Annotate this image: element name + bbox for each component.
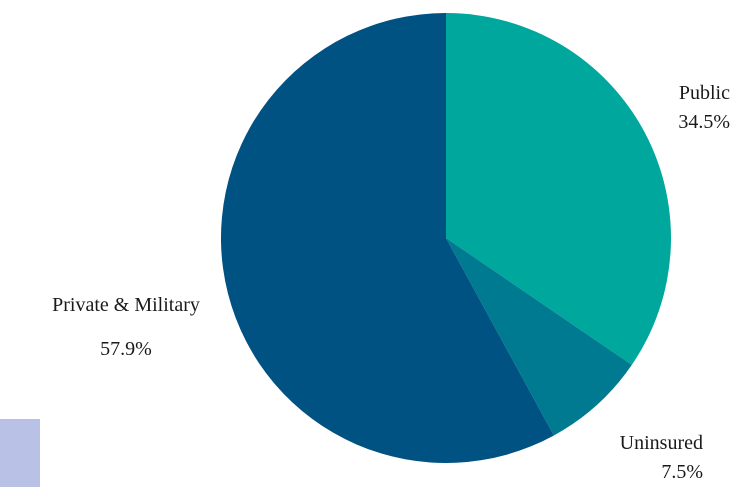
slice-label-public: Public	[679, 82, 730, 104]
pie-labels: Public 34.5% Uninsured 7.5% Private & Mi…	[52, 82, 730, 483]
slice-label-uninsured: Uninsured	[620, 432, 703, 454]
pie-slice-uninsured	[446, 238, 632, 436]
slice-value-public: 34.5%	[678, 111, 730, 133]
pie-slice-private-military	[220, 12, 554, 463]
slice-value-uninsured: 7.5%	[661, 461, 703, 483]
slice-label-private-military: Private & Military	[52, 294, 200, 316]
pie-slice-public	[446, 13, 672, 365]
slice-value-private-military: 57.9%	[100, 338, 152, 360]
pie-slices	[220, 12, 672, 463]
corner-decoration	[0, 419, 40, 487]
